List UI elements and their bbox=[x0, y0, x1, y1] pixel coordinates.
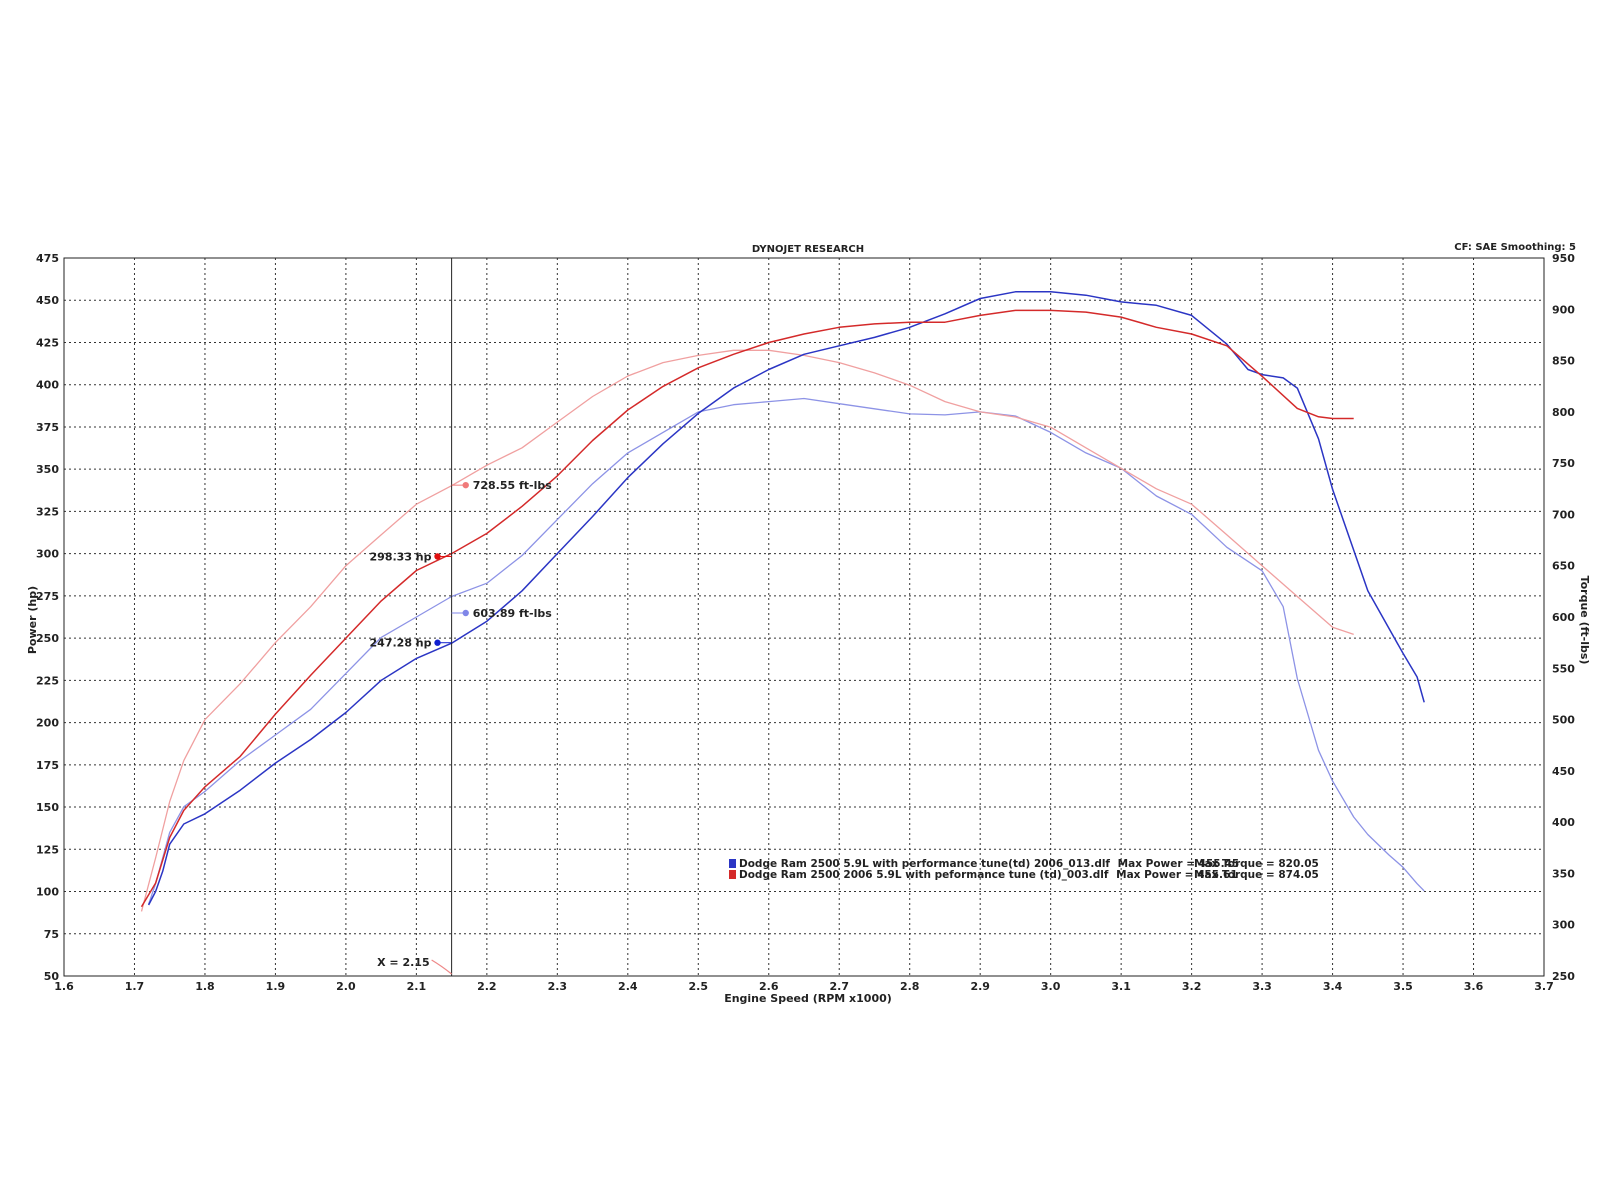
x-tick-label: 2.0 bbox=[336, 980, 356, 993]
x-tick-label: 2.2 bbox=[477, 980, 497, 993]
y-right-tick-label: 450 bbox=[1552, 765, 1575, 778]
y-right-tick-label: 550 bbox=[1552, 662, 1575, 675]
torque-line-blue bbox=[147, 397, 1425, 905]
power-line-red bbox=[140, 309, 1354, 908]
legend-swatch-blue bbox=[729, 859, 736, 868]
y-right-tick-label: 250 bbox=[1552, 970, 1575, 983]
y-axis-right-label: Torque (ft-lbs) bbox=[1578, 576, 1591, 665]
readout-label: 728.55 ft-lbs bbox=[473, 479, 553, 492]
settings-label: CF: SAE Smoothing: 5 bbox=[1454, 242, 1576, 253]
readout-marker bbox=[434, 553, 441, 560]
y-left-tick-label: 250 bbox=[36, 632, 59, 645]
legend-max-torque-1: Max Torque = 820.05 bbox=[1194, 858, 1319, 870]
y-left-tick-label: 275 bbox=[36, 590, 59, 603]
cursor-readouts: 728.55 ft-lbs 298.33 hp 603.89 ft-lbs 247.2… bbox=[370, 479, 553, 650]
x-tick-label: 3.1 bbox=[1111, 980, 1131, 993]
y-right-tick-labels: 250 300 350 400 450 500 550 600 650 700 750 800 850 9… bbox=[1552, 252, 1575, 983]
y-right-tick-label: 400 bbox=[1552, 816, 1575, 829]
x-tick-label: 3.5 bbox=[1393, 980, 1413, 993]
y-left-tick-label: 75 bbox=[44, 928, 59, 941]
y-left-tick-label: 475 bbox=[36, 252, 59, 265]
legend-entry-1: Dodge Ram 2500 5.9L with performance tun… bbox=[739, 858, 1319, 870]
cursor-tail-curve bbox=[431, 959, 452, 975]
x-tick-label: 3.2 bbox=[1182, 980, 1202, 993]
y-right-tick-label: 600 bbox=[1552, 611, 1575, 624]
y-right-tick-label: 750 bbox=[1552, 457, 1575, 470]
y-right-tick-label: 900 bbox=[1552, 303, 1575, 316]
y-left-tick-label: 425 bbox=[36, 336, 59, 349]
x-tick-label: 3.0 bbox=[1041, 980, 1061, 993]
power-line-blue bbox=[147, 291, 1425, 906]
x-tick-labels: 1.6 1.7 1.8 1.9 2.0 2.1 2.2 2.3 2.4 2.5 2.6 2.7 2.8 2… bbox=[54, 980, 1554, 993]
y-right-tick-label: 500 bbox=[1552, 714, 1575, 727]
y-right-tick-label: 300 bbox=[1552, 919, 1575, 932]
legend-file-1: Dodge Ram 2500 5.9L with performance tun… bbox=[739, 858, 1110, 870]
y-right-tick-label: 350 bbox=[1552, 867, 1575, 880]
y-left-tick-label: 450 bbox=[36, 294, 59, 307]
legend-swatch-red bbox=[729, 870, 736, 879]
y-left-tick-label: 125 bbox=[36, 843, 59, 856]
readout-marker bbox=[434, 639, 441, 646]
y-left-tick-label: 225 bbox=[36, 674, 59, 687]
x-tick-label: 2.7 bbox=[829, 980, 849, 993]
y-right-tick-label: 700 bbox=[1552, 508, 1575, 521]
x-tick-label: 1.6 bbox=[54, 980, 74, 993]
legend-entry-2: Dodge Ram 2500 2006 5.9L with peformance… bbox=[739, 869, 1319, 881]
y-left-tick-labels: 50 75 100 125 150 175 200 225 250 275 300 325 350 375… bbox=[36, 252, 59, 983]
x-tick-label: 2.8 bbox=[900, 980, 920, 993]
readout-label: 298.33 hp bbox=[370, 550, 432, 563]
y-right-tick-label: 800 bbox=[1552, 406, 1575, 419]
y-axis-left-label: Power (hp) bbox=[26, 586, 39, 654]
readout-label: 603.89 ft-lbs bbox=[473, 607, 553, 620]
readout-marker bbox=[462, 609, 469, 617]
plot-frame bbox=[63, 257, 1545, 977]
series-lines bbox=[140, 291, 1425, 912]
legend-max-power-1: Max Power = 455.45 bbox=[1118, 858, 1240, 870]
x-tick-label: 2.1 bbox=[407, 980, 427, 993]
y-left-tick-label: 200 bbox=[36, 717, 59, 730]
torque-line-red bbox=[140, 349, 1354, 912]
x-tick-label: 2.3 bbox=[548, 980, 568, 993]
y-left-tick-label: 100 bbox=[36, 886, 59, 899]
x-tick-label: 3.4 bbox=[1323, 980, 1343, 993]
x-axis-label: Engine Speed (RPM x1000) bbox=[724, 992, 892, 1005]
legend-max-torque-2: Max Torque = 874.05 bbox=[1194, 869, 1319, 881]
y-right-tick-label: 850 bbox=[1552, 355, 1575, 368]
legend-max-power-2: Max Power = 455.61 bbox=[1116, 869, 1238, 881]
y-left-tick-label: 350 bbox=[36, 463, 59, 476]
y-left-tick-label: 150 bbox=[36, 801, 59, 814]
legend: Dodge Ram 2500 5.9L with performance tun… bbox=[729, 858, 1319, 881]
y-right-tick-label: 650 bbox=[1552, 560, 1575, 573]
x-tick-label: 2.4 bbox=[618, 980, 638, 993]
chart-title: DYNOJET RESEARCH bbox=[752, 244, 864, 255]
x-tick-label: 1.8 bbox=[195, 980, 215, 993]
x-tick-label: 3.7 bbox=[1534, 980, 1554, 993]
legend-file-2: Dodge Ram 2500 2006 5.9L with peformance… bbox=[739, 869, 1109, 881]
x-tick-label: 1.9 bbox=[266, 980, 286, 993]
y-left-tick-label: 375 bbox=[36, 421, 59, 434]
readout-label: 247.28 hp bbox=[370, 637, 432, 650]
y-left-tick-label: 50 bbox=[44, 970, 60, 983]
x-tick-label: 1.7 bbox=[125, 980, 145, 993]
x-tick-label: 3.6 bbox=[1464, 980, 1484, 993]
readout-marker bbox=[462, 481, 469, 489]
grid bbox=[64, 258, 1544, 976]
y-right-tick-label: 950 bbox=[1552, 252, 1575, 265]
y-left-tick-label: 175 bbox=[36, 759, 59, 772]
x-tick-label: 2.9 bbox=[970, 980, 990, 993]
x-tick-label: 2.6 bbox=[759, 980, 779, 993]
x-tick-label: 2.5 bbox=[689, 980, 709, 993]
y-left-tick-label: 325 bbox=[36, 505, 59, 518]
x-tick-label: 3.3 bbox=[1252, 980, 1272, 993]
y-left-tick-label: 400 bbox=[36, 379, 59, 392]
y-left-tick-label: 300 bbox=[36, 548, 59, 561]
cursor-label: X = 2.15 bbox=[377, 956, 430, 969]
